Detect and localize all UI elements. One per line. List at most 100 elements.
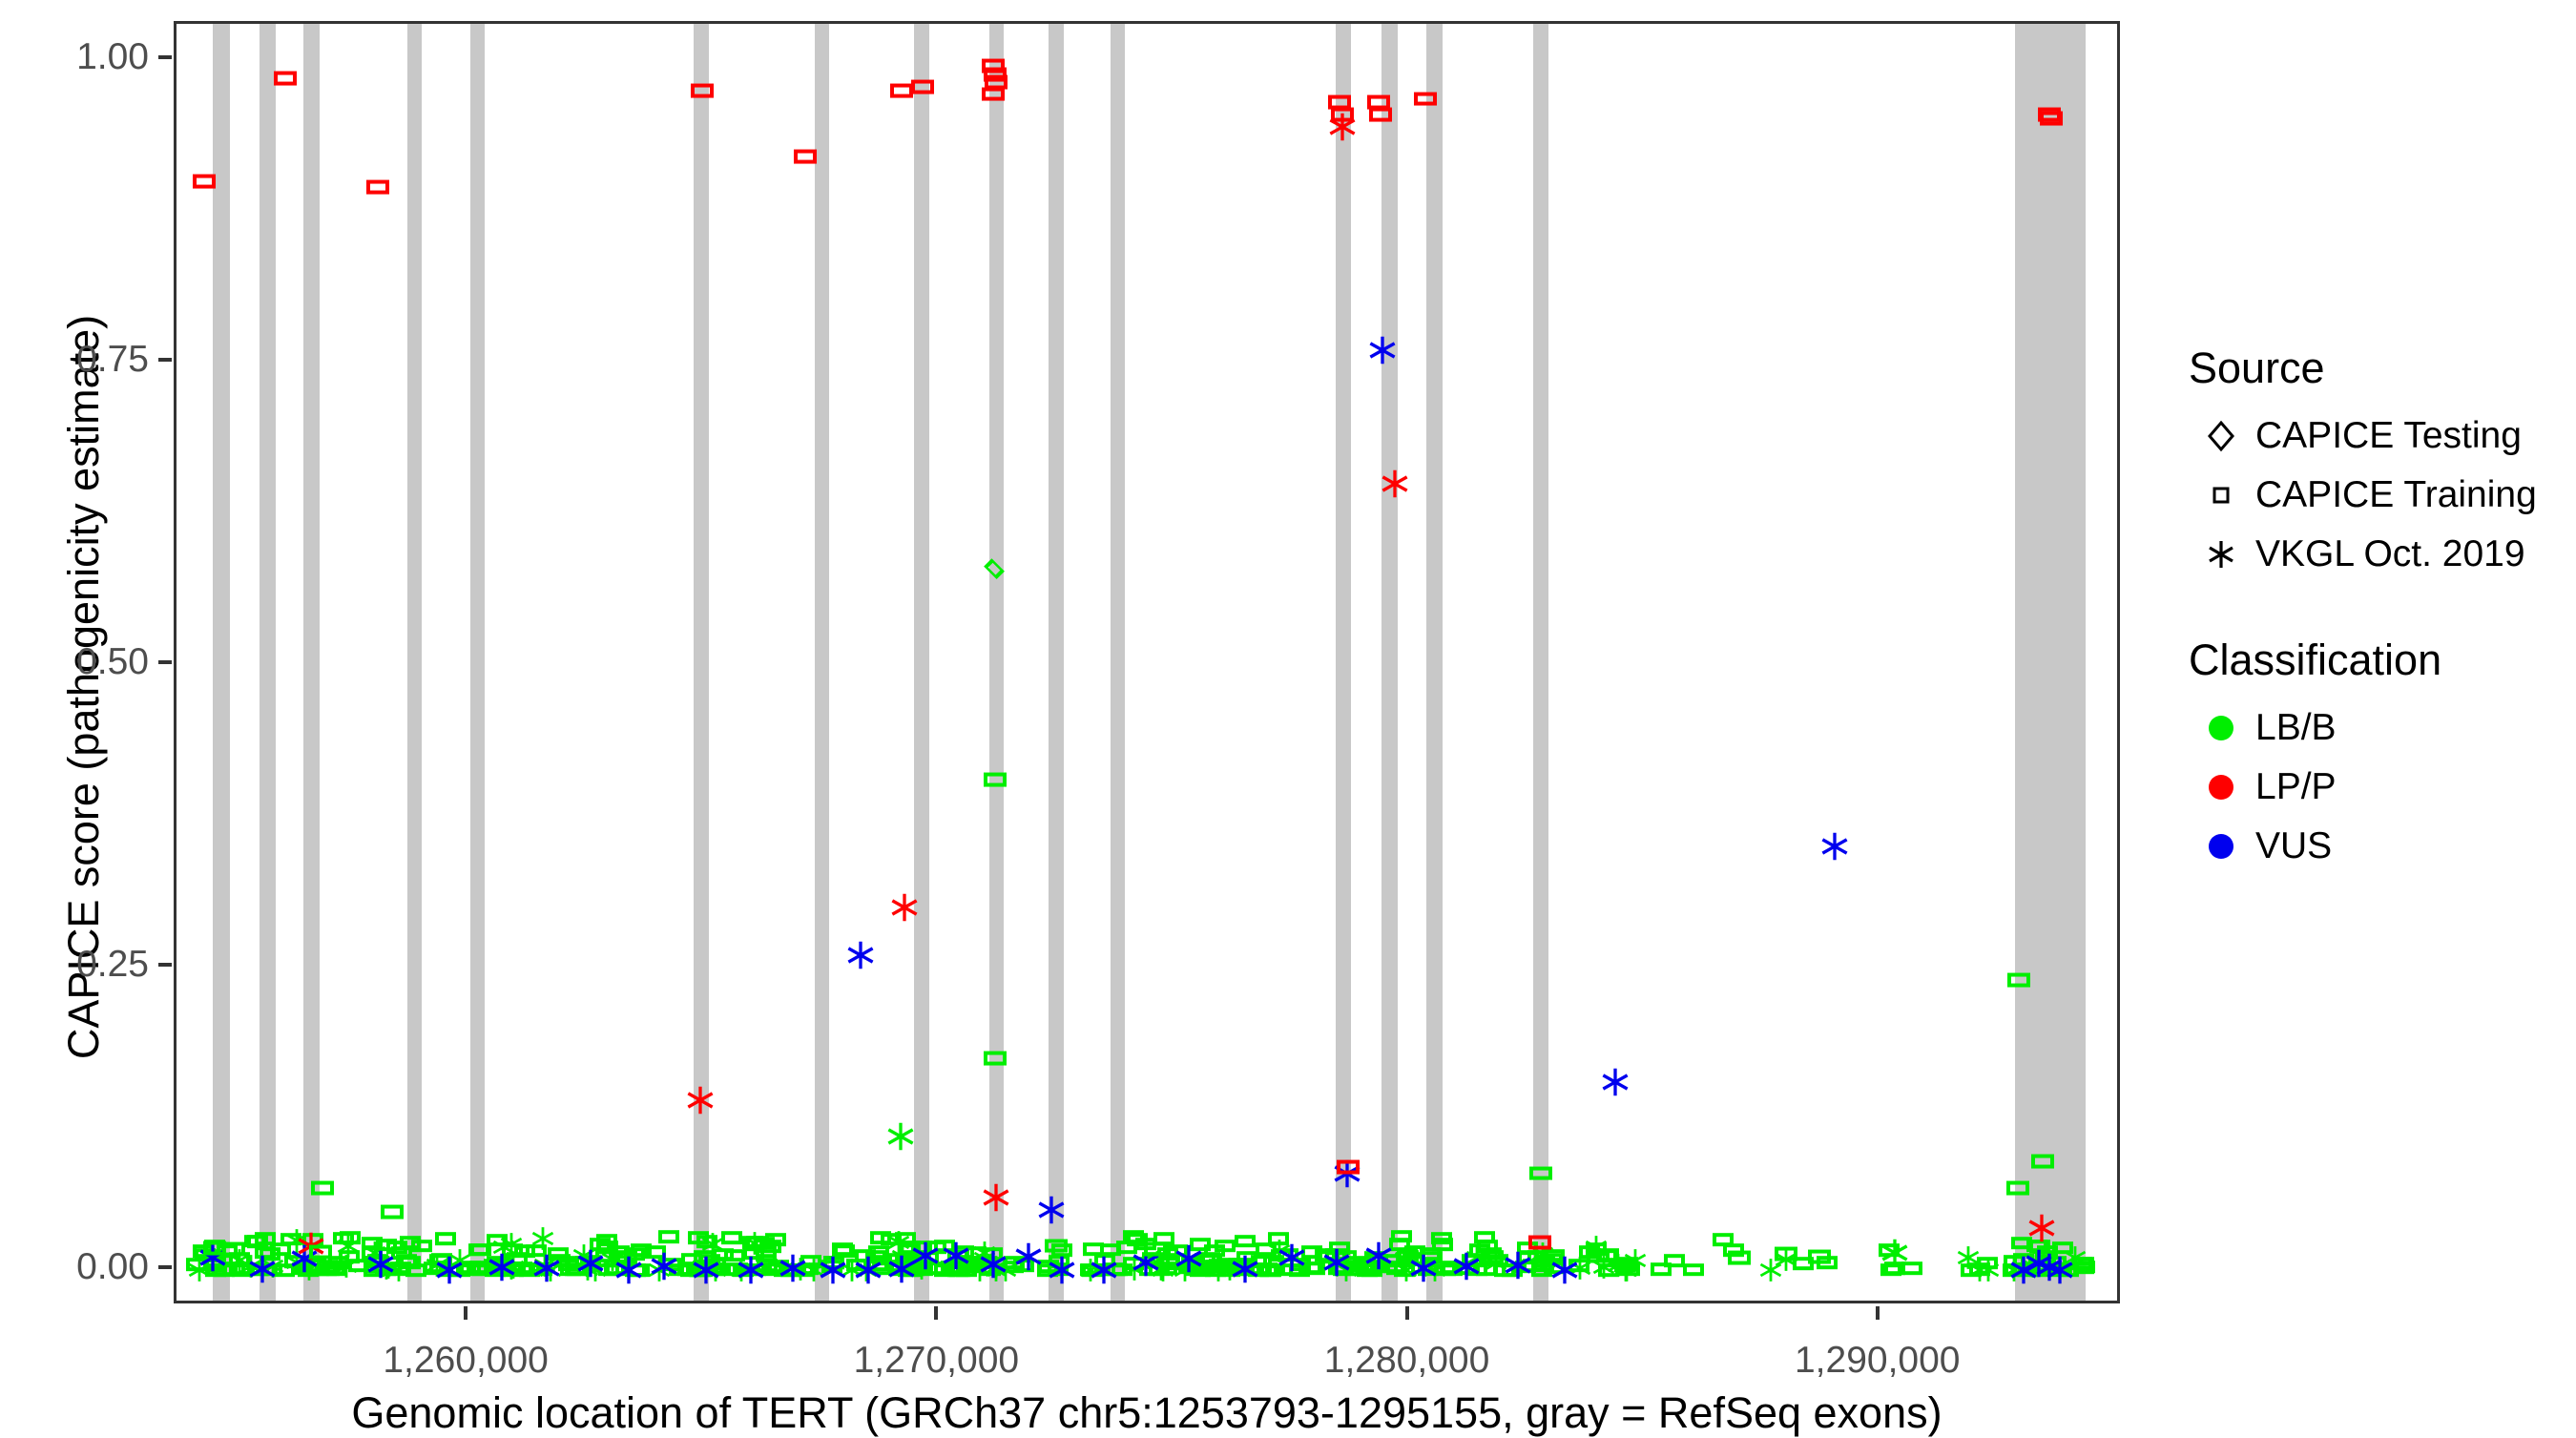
legend-item-vus[interactable]: VUS [2187,817,2568,876]
exon-band [1426,24,1443,1301]
legend-label-vkgl: VKGL Oct. 2019 [2255,533,2525,574]
data-point-square [1414,92,1438,107]
data-point-asterisk [1818,830,1852,864]
data-point-square [869,1231,891,1245]
data-point-asterisk [699,1231,727,1259]
data-point-square [1431,1238,1453,1251]
data-point-asterisk [1276,1241,1309,1275]
data-point-square [2006,972,2030,988]
data-point-square [681,1252,702,1266]
legend-group-source: Source CAPICE Testing CAPICE Training [2187,344,2568,584]
data-point-square [1337,1159,1361,1175]
legend-label-lpp: LP/P [2255,766,2337,807]
data-point-square [1723,1243,1745,1258]
data-point-square [797,1261,819,1276]
data-point-square [1044,1239,1068,1254]
data-point-asterisk [690,1253,723,1286]
legend: Source CAPICE Testing CAPICE Training [2187,344,2568,927]
legend-item-lpp[interactable]: LP/P [2187,758,2568,817]
plot-panel [174,21,2120,1303]
data-point-square [1617,1256,1639,1270]
diamond-icon [2187,415,2255,457]
y-tick-label: 0.25 [76,943,149,985]
data-point-asterisk [908,1240,942,1273]
data-point-square [2071,1257,2093,1271]
data-point-asterisk [735,1254,768,1287]
data-point-square [274,71,298,86]
exon-band [1110,24,1126,1301]
data-point-asterisk [1012,1240,1046,1274]
legend-title-source: Source [2189,344,2325,392]
exon-band [1048,24,1064,1301]
y-tick-label: 0.50 [76,641,149,682]
data-point-asterisk [888,890,922,924]
data-point-square [1255,1242,1277,1257]
data-point-square [1614,1259,1636,1273]
data-point-square [1663,1254,1685,1267]
data-point-asterisk [1045,1253,1078,1286]
data-point-square [1650,1262,1672,1276]
data-point-asterisk [2044,1253,2077,1286]
x-tick-label: 1,290,000 [1794,1340,1961,1381]
data-point-square [1465,1262,1487,1277]
data-point-asterisk [1548,1253,1582,1286]
data-point-square [1976,1257,1998,1270]
data-point-asterisk [2007,1254,2041,1287]
data-point-square [1502,1263,1524,1277]
data-point-square [435,1232,457,1246]
data-point-asterisk [647,1250,680,1283]
data-point-square [1483,1250,1505,1264]
data-point-square [720,1231,742,1244]
data-point-square [362,1236,384,1250]
data-point-square [471,1263,493,1277]
data-point-asterisk [852,1253,885,1286]
legend-label-capice-testing: CAPICE Testing [2255,415,2522,456]
legend-item-capice-training[interactable]: CAPICE Training [2187,466,2568,525]
data-point-square [309,1244,333,1260]
asterisk-icon [2187,533,2255,575]
data-point-square [1586,1248,1610,1263]
exon-band [1381,24,1398,1301]
data-point-asterisk [939,1239,972,1272]
data-point-asterisk [817,1253,850,1286]
exon-band [1336,24,1352,1301]
data-point-square [742,1236,764,1250]
x-tick-mark [1875,1306,1880,1320]
data-point-square [1234,1234,1256,1248]
legend-item-capice-testing[interactable]: CAPICE Testing [2187,406,2568,466]
data-point-square [381,1204,405,1219]
data-point-asterisk [1088,1253,1121,1286]
data-point-square [1304,1261,1325,1276]
data-point-square [793,150,817,164]
data-point-asterisk [844,939,878,972]
legend-label-lbb: LB/B [2255,707,2337,748]
data-point-square [981,58,1005,73]
data-point-square [833,1244,855,1258]
data-point-square [1434,1263,1456,1277]
data-point-square [2005,1180,2029,1196]
data-point-square [1144,1241,1168,1257]
data-point-square [192,174,216,189]
data-point-square [564,1263,586,1277]
data-point-square [880,1232,902,1246]
data-point-square [889,83,913,98]
data-point-square [247,1235,269,1248]
data-point-square [595,1233,617,1247]
data-point-square [894,1231,916,1245]
legend-label-vus: VUS [2255,825,2333,866]
data-point-asterisk [1599,1066,1632,1099]
x-tick-label: 1,280,000 [1323,1340,1490,1381]
legend-item-vkgl[interactable]: VKGL Oct. 2019 [2187,525,2568,584]
data-point-square [1236,1251,1258,1264]
data-point-asterisk [1034,1193,1068,1226]
exon-band [914,24,929,1301]
y-tick-mark [158,358,172,363]
legend-item-lbb[interactable]: LB/B [2187,698,2568,758]
y-tick-mark [158,660,172,664]
data-point-asterisk [612,1254,645,1287]
exon-band [212,24,230,1301]
data-point-asterisk [1320,1245,1354,1279]
data-point-square [1364,1260,1386,1273]
data-point-square [2040,111,2064,126]
